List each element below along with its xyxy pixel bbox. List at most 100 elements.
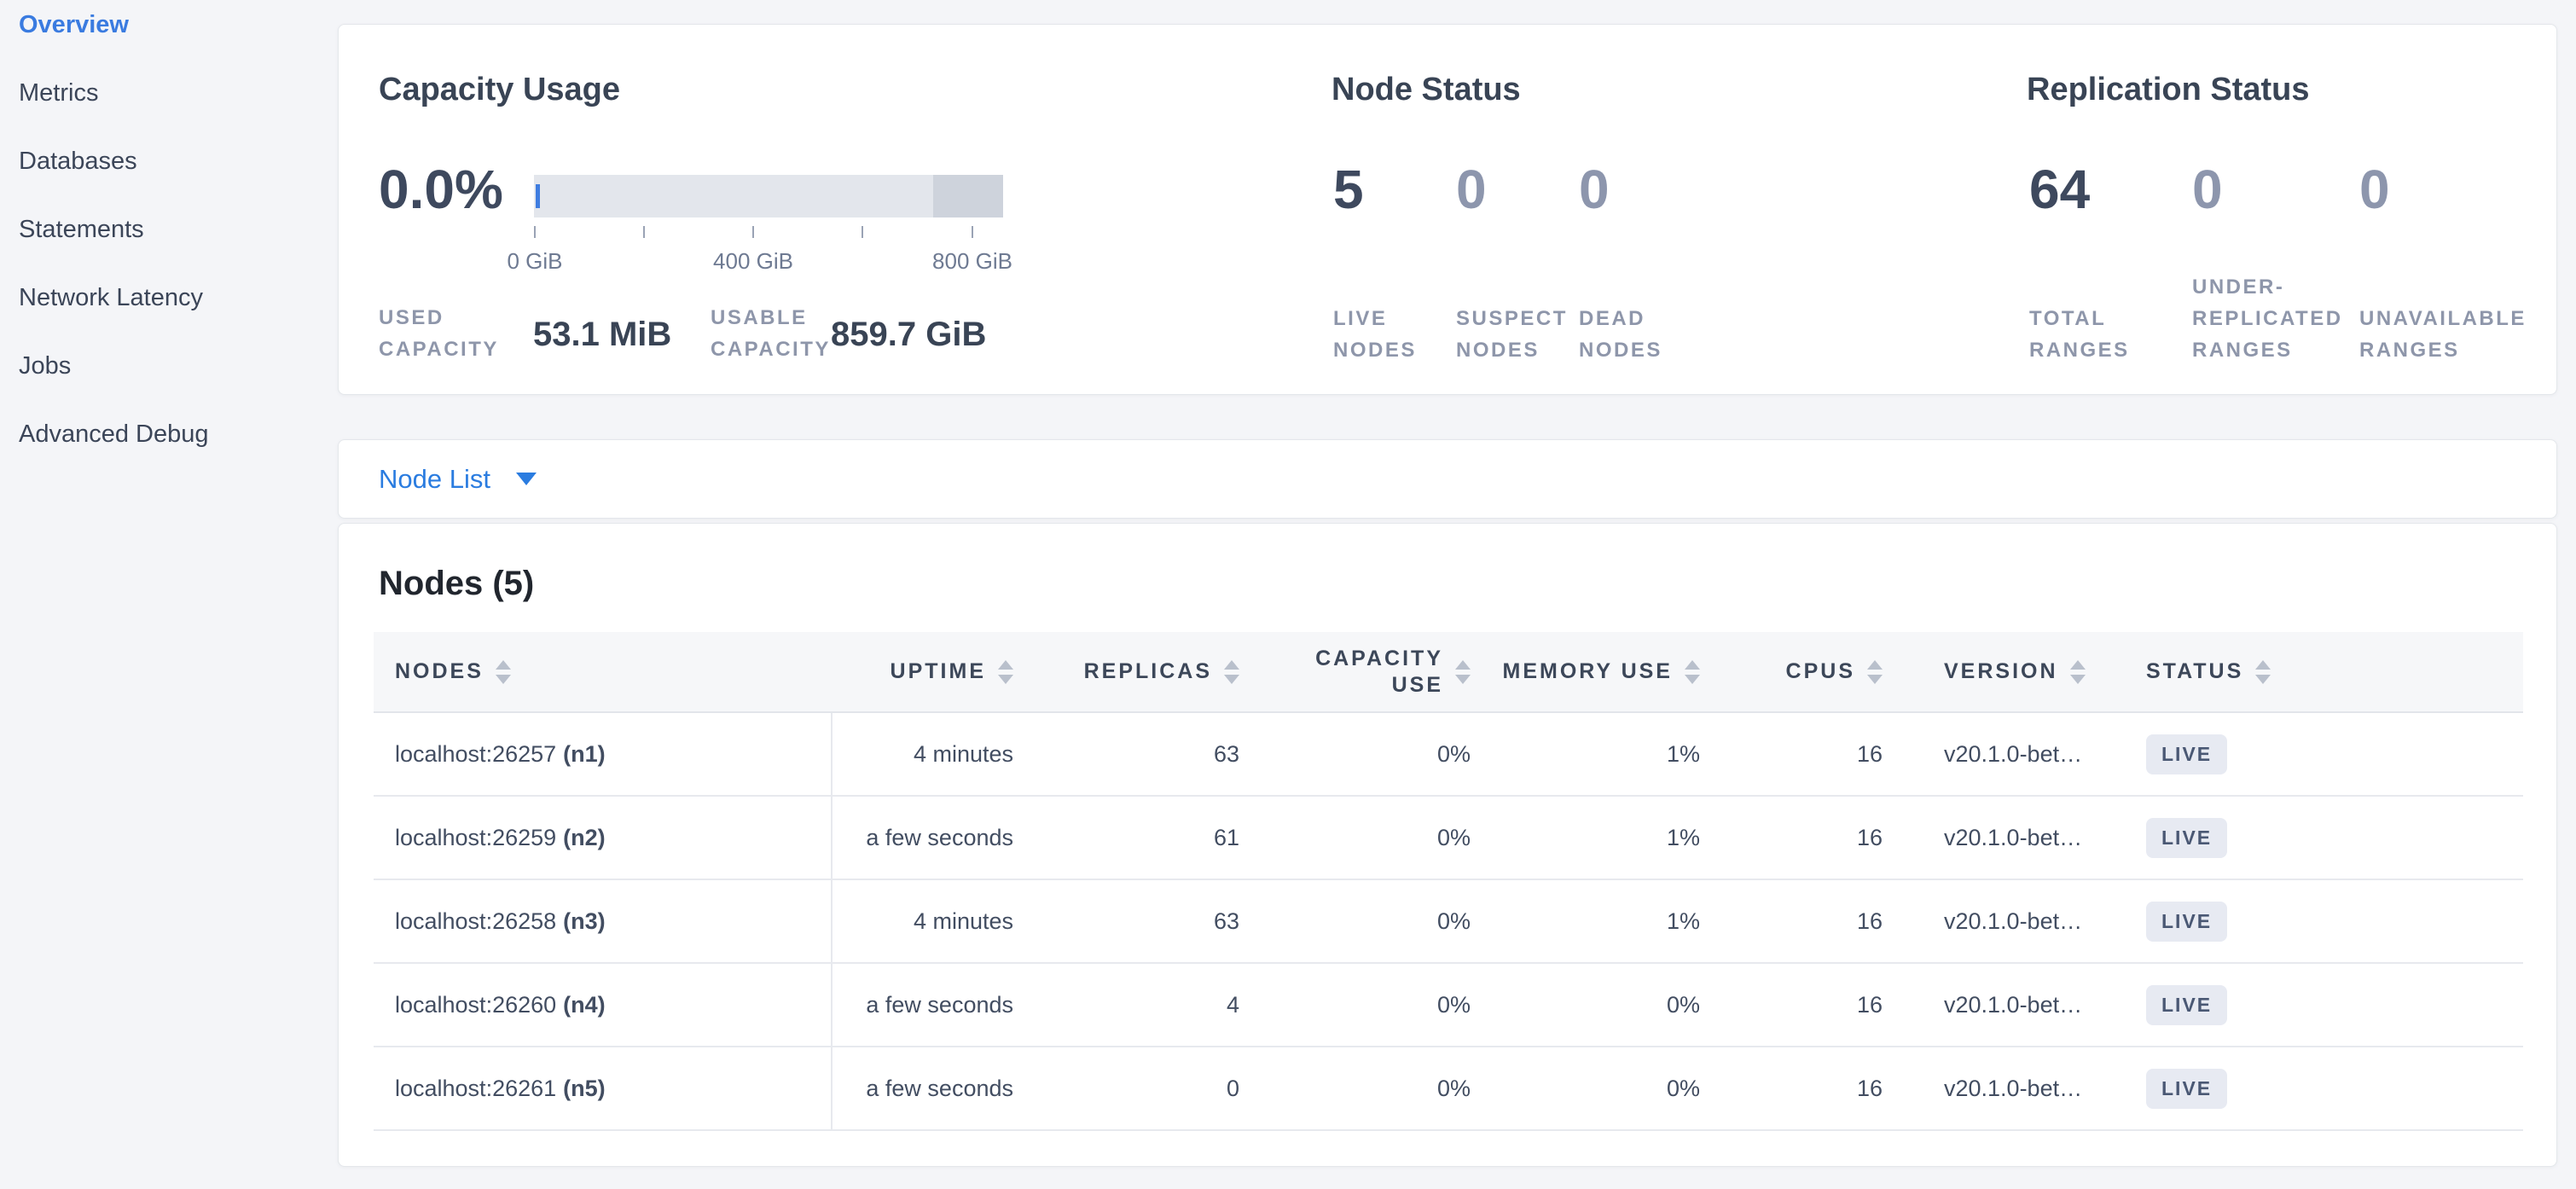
used-capacity-label: USED CAPACITY (379, 306, 499, 361)
used-capacity-value: 53.1 MiB (533, 316, 672, 353)
sort-icon (1867, 659, 1883, 684)
capacity-use-cell: 0% (1436, 824, 1471, 850)
node-status-numbers: 5 0 0 (1333, 158, 1707, 221)
usable-capacity-label: USABLE CAPACITY (711, 306, 831, 361)
table-row[interactable]: localhost:26258 (n3) 4 minutes 63 0% 1% 1… (374, 880, 2523, 964)
replicas-cell: 63 (1213, 908, 1239, 934)
capacity-bar-used-segment (536, 184, 540, 208)
node-name-cell[interactable]: localhost:26257 (n1) (374, 713, 833, 795)
dead-nodes-count: 0 (1579, 159, 1610, 220)
status-badge: LIVE (2146, 1068, 2228, 1109)
under-replicated-label: UNDER-REPLICATED RANGES (2192, 276, 2343, 362)
status-cell: LIVE (2125, 880, 2523, 962)
column-header-capacity-use[interactable]: CAPACITY USE (1263, 632, 1494, 711)
column-header-replicas[interactable]: REPLICAS (1037, 632, 1263, 711)
view-selector-card: Node List (338, 439, 2557, 519)
unavailable-label: UNAVAILABLE RANGES (2359, 307, 2527, 362)
nodes-table-card: Nodes (5) NODES UPTIME REPLICAS CAPACITY… (338, 523, 2557, 1167)
table-row[interactable]: localhost:26259 (n2) a few seconds 61 0% … (374, 797, 2523, 880)
table-row[interactable]: localhost:26261 (n5) a few seconds 0 0% 0… (374, 1047, 2523, 1131)
capacity-usage-title: Capacity Usage (379, 72, 621, 107)
version-cell: v20.1.0-bet… (1944, 740, 2083, 767)
uptime-cell: 4 minutes (913, 908, 1013, 934)
sort-icon (1224, 659, 1239, 684)
memory-use-cell: 1% (1666, 824, 1700, 850)
node-name-cell[interactable]: localhost:26259 (n2) (374, 797, 833, 879)
capacity-bar-chart (534, 175, 1003, 218)
table-row[interactable]: localhost:26257 (n1) 4 minutes 63 0% 1% 1… (374, 713, 2523, 797)
nodes-table-title: Nodes (5) (379, 565, 535, 602)
capacity-use-cell: 0% (1436, 908, 1471, 934)
sidebar-item-advanced-debug[interactable]: Advanced Debug (19, 420, 209, 448)
status-badge: LIVE (2146, 901, 2228, 942)
column-header-uptime[interactable]: UPTIME (833, 632, 1037, 711)
cpus-cell: 16 (1856, 908, 1883, 934)
status-badge: LIVE (2146, 984, 2228, 1025)
sidebar-item-metrics[interactable]: Metrics (19, 78, 99, 107)
status-cell: LIVE (2125, 713, 2523, 795)
capacity-used-percent: 0.0% (379, 159, 503, 220)
sidebar-item-network-latency[interactable]: Network Latency (19, 283, 203, 311)
node-status-labels: LIVE NODES SUSPECT NODES DEAD NODES (1333, 270, 1707, 366)
usable-capacity-value: 859.7 GiB (831, 316, 987, 353)
node-name-cell[interactable]: localhost:26261 (n5) (374, 1047, 833, 1129)
sidebar: Overview Metrics Databases Statements Ne… (0, 0, 338, 1189)
sort-icon (1685, 659, 1700, 684)
node-status-title: Node Status (1332, 72, 1521, 107)
uptime-cell: a few seconds (866, 1075, 1013, 1101)
status-badge: LIVE (2146, 817, 2228, 858)
view-selector-label: Node List (379, 463, 490, 494)
cpus-cell: 16 (1856, 824, 1883, 850)
node-name-cell[interactable]: localhost:26258 (n3) (374, 880, 833, 962)
column-header-version[interactable]: VERSION (1907, 632, 2125, 711)
status-cell: LIVE (2125, 1047, 2523, 1129)
chevron-down-icon (515, 473, 537, 485)
version-cell: v20.1.0-bet… (1944, 908, 2083, 934)
cpus-cell: 16 (1856, 740, 1883, 767)
column-header-nodes[interactable]: NODES (374, 632, 833, 711)
axis-label-400: 400 GiB (713, 248, 793, 274)
status-cell: LIVE (2125, 964, 2523, 1046)
replication-numbers: 64 0 0 (2029, 158, 2556, 221)
suspect-nodes-label: SUSPECT NODES (1456, 307, 1568, 362)
memory-use-cell: 0% (1666, 1075, 1700, 1101)
capacity-use-cell: 0% (1436, 740, 1471, 767)
column-header-memory-use[interactable]: MEMORY USE (1494, 632, 1724, 711)
cluster-summary-card: Capacity Usage 0.0% 0 GiB 400 GiB 800 Gi… (338, 24, 2557, 395)
view-selector-dropdown[interactable]: Node List (379, 440, 537, 518)
sort-icon (2255, 659, 2271, 684)
status-badge: LIVE (2146, 734, 2228, 774)
main-content: Capacity Usage 0.0% 0 GiB 400 GiB 800 Gi… (338, 0, 2557, 1189)
sidebar-item-jobs[interactable]: Jobs (19, 351, 72, 380)
nodes-table: NODES UPTIME REPLICAS CAPACITY USE MEMOR… (374, 632, 2523, 1131)
sidebar-item-databases[interactable]: Databases (19, 147, 137, 175)
sidebar-item-overview[interactable]: Overview (19, 10, 129, 38)
table-row[interactable]: localhost:26260 (n4) a few seconds 4 0% 0… (374, 964, 2523, 1047)
total-ranges-count: 64 (2029, 159, 2091, 220)
uptime-cell: a few seconds (866, 991, 1013, 1018)
replicas-cell: 61 (1213, 824, 1239, 850)
node-id: (n4) (563, 991, 606, 1018)
status-cell: LIVE (2125, 797, 2523, 879)
column-header-status[interactable]: STATUS (2125, 632, 2523, 711)
live-nodes-label: LIVE NODES (1333, 307, 1417, 362)
sidebar-item-statements[interactable]: Statements (19, 215, 144, 243)
sort-icon (1455, 659, 1471, 684)
replicas-cell: 0 (1226, 1075, 1239, 1101)
axis-tick (972, 226, 973, 238)
node-name-cell[interactable]: localhost:26260 (n4) (374, 964, 833, 1046)
node-id: (n1) (563, 740, 606, 767)
column-header-cpus[interactable]: CPUS (1724, 632, 1907, 711)
suspect-nodes-count: 0 (1456, 159, 1487, 220)
node-id: (n5) (563, 1075, 606, 1101)
capacity-use-cell: 0% (1436, 1075, 1471, 1101)
under-replicated-count: 0 (2192, 159, 2223, 220)
dead-nodes-label: DEAD NODES (1579, 307, 1662, 362)
memory-use-cell: 1% (1666, 908, 1700, 934)
replication-status-title: Replication Status (2027, 72, 2310, 107)
axis-tick (752, 226, 754, 238)
version-cell: v20.1.0-bet… (1944, 824, 2083, 850)
axis-tick (643, 226, 645, 238)
replicas-cell: 63 (1213, 740, 1239, 767)
axis-tick (862, 226, 863, 238)
